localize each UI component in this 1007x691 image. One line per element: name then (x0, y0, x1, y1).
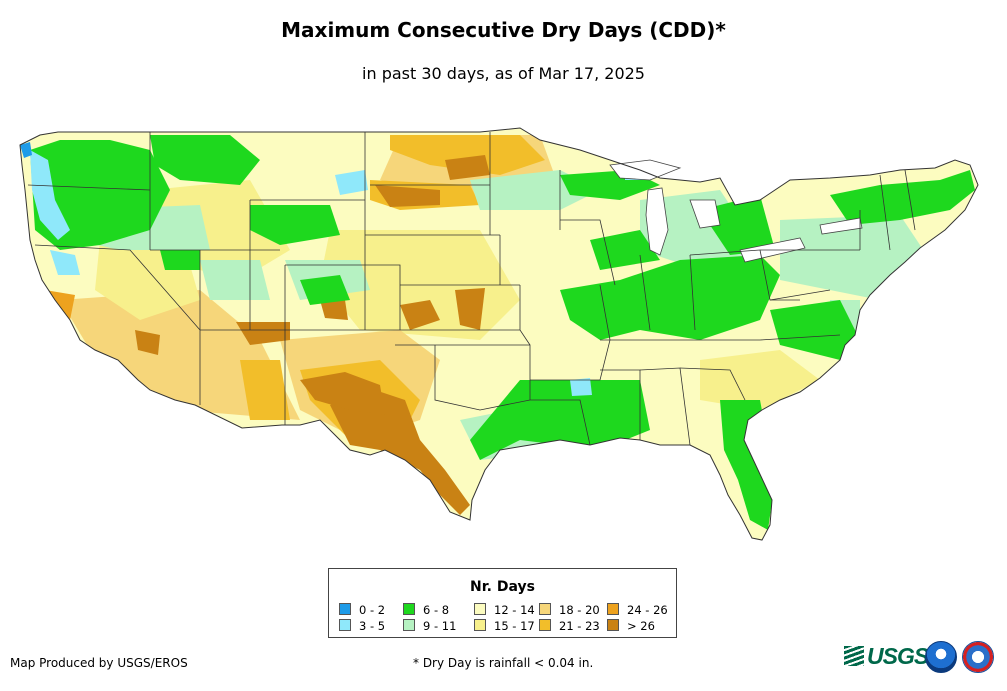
legend-swatch (539, 619, 551, 631)
legend-item-12-14: 12 - 14 (474, 603, 535, 617)
usgs-logo: USGS (844, 642, 929, 670)
noaa-logo (925, 641, 957, 673)
usgs-logo-text: USGS (867, 642, 929, 669)
usgs-wave-icon (844, 646, 864, 666)
footnote: * Dry Day is rainfall < 0.04 in. (413, 656, 594, 670)
legend-swatch (403, 619, 415, 631)
legend-swatch (339, 619, 351, 631)
legend-swatch (474, 603, 486, 615)
legend-item-18-20: 18 - 20 (539, 603, 600, 617)
credit-text: Map Produced by USGS/EROS (10, 656, 188, 670)
legend-item-gt-26: > 26 (607, 619, 655, 633)
legend-item-9-11: 9 - 11 (403, 619, 456, 633)
legend: Nr. Days 0 - 2 3 - 5 6 - 8 9 - 11 12 - 1… (328, 568, 677, 638)
legend-item-0-2: 0 - 2 (339, 603, 385, 617)
legend-item-15-17: 15 - 17 (474, 619, 535, 633)
legend-title: Nr. Days (470, 579, 535, 595)
legend-item-6-8: 6 - 8 (403, 603, 449, 617)
legend-item-21-23: 21 - 23 (539, 619, 600, 633)
legend-swatch (339, 603, 351, 615)
legend-item-3-5: 3 - 5 (339, 619, 385, 633)
map-subtitle: in past 30 days, as of Mar 17, 2025 (362, 64, 645, 83)
legend-swatch (474, 619, 486, 631)
cdd-map (19, 127, 979, 541)
legend-swatch (607, 619, 619, 631)
map-title: Maximum Consecutive Dry Days (CDD)* (281, 18, 726, 42)
legend-swatch (607, 603, 619, 615)
legend-item-24-26: 24 - 26 (607, 603, 668, 617)
legend-swatch (539, 603, 551, 615)
legend-swatch (403, 603, 415, 615)
nws-logo (962, 641, 994, 673)
